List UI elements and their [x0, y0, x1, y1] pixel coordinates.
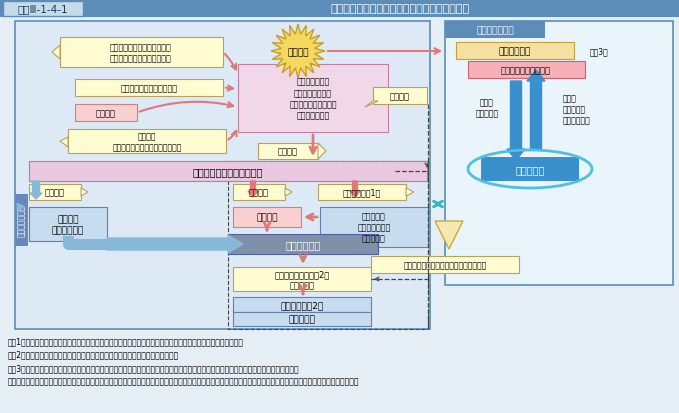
Bar [233, 297, 371, 312]
FancyArrow shape [30, 182, 42, 199]
Text: 部隊派遣
（自主派遣）: 部隊派遣 （自主派遣） [52, 214, 84, 235]
Polygon shape [406, 189, 414, 197]
Text: 関係府省庁: 関係府省庁 [515, 165, 545, 175]
FancyArrow shape [107, 235, 243, 254]
Bar [75, 105, 137, 122]
Text: 都道府県知事に要請を要求: 都道府県知事に要請を要求 [120, 84, 177, 93]
Bar [233, 207, 301, 228]
Bar [228, 235, 378, 254]
Text: 要請から派遣、撤収までの流れ及び政府の対応: 要請から派遣、撤収までの流れ及び政府の対応 [331, 5, 470, 14]
Bar [0, 0, 679, 18]
Text: 災害発生: 災害発生 [287, 48, 309, 57]
Bar [233, 312, 371, 326]
Bar [481, 158, 579, 182]
Text: 災害派遣活動: 災害派遣活動 [285, 240, 320, 249]
Text: （注3）: （注3） [590, 47, 609, 56]
Text: 災害等招集
即応予備自衛官
予備自衛官: 災害等招集 即応予備自衛官 予備自衛官 [357, 212, 390, 243]
Text: ・報告
・緊急参集
チームが参集: ・報告 ・緊急参集 チームが参集 [563, 94, 591, 125]
Bar [445, 22, 545, 39]
Polygon shape [365, 102, 378, 108]
Bar [373, 88, 427, 105]
Text: さらに、激甚な災害が発生した場合は、総理などの判断により関係閣僚会議が開催され、状況に応じて、政府対策本部の設置や国家安全保障会議が開催される。: さらに、激甚な災害が発生した場合は、総理などの判断により関係閣僚会議が開催され、… [8, 377, 359, 386]
Bar [75, 80, 223, 97]
Text: 関係府省庁など: 関係府省庁など [476, 26, 514, 35]
FancyArrow shape [350, 182, 360, 197]
Text: （注1）　即応予備自衛官及び予備自衛官の招集は、防衛大臣が、必要に応じて内閣総理大臣の承認を得て行う。: （注1） 即応予備自衛官及び予備自衛官の招集は、防衛大臣が、必要に応じて内閣総理… [8, 336, 244, 345]
Bar [228, 161, 428, 329]
Bar [468, 62, 585, 79]
Text: ・都道府県知事
・海上保安庁長官
・管区海上保安本部長
・空港事務所長: ・都道府県知事 ・海上保安庁長官 ・管区海上保安本部長 ・空港事務所長 [289, 78, 337, 120]
Text: 招集命令（注1）: 招集命令（注1） [343, 188, 381, 197]
Bar [29, 185, 81, 201]
Bar [233, 267, 371, 291]
Bar [258, 144, 318, 159]
Bar [15, 195, 28, 247]
Text: 特に緊急性を要し知事などの
要請を待ついとまがない場合: 特に緊急性を要し知事などの 要請を待ついとまがない場合 [110, 43, 172, 63]
Bar [456, 43, 574, 60]
Bar [60, 38, 223, 68]
Text: （注2）　防衛大臣が即応予備自衛官、予備自衛官の招集を解除することをいう。: （注2） 防衛大臣が即応予備自衛官、予備自衛官の招集を解除することをいう。 [8, 350, 179, 358]
Polygon shape [52, 46, 60, 60]
FancyArrow shape [507, 82, 525, 161]
Text: 救援活動などにかかる緊密な連携・調整: 救援活動などにかかる緊密な連携・調整 [403, 260, 487, 269]
Polygon shape [81, 189, 88, 197]
Bar [445, 22, 673, 285]
Polygon shape [435, 221, 463, 249]
Text: 撤収要請: 撤収要請 [390, 92, 410, 101]
Text: 派遣要請: 派遣要請 [278, 147, 298, 156]
Polygon shape [60, 138, 68, 147]
Text: ・指示
・連絡調整: ・指示 ・連絡調整 [475, 98, 498, 118]
Text: 派遣命令: 派遣命令 [45, 188, 65, 197]
Text: 防衛省・自衛隊: 防衛省・自衛隊 [17, 204, 26, 237]
Polygon shape [271, 25, 325, 79]
FancyArrow shape [248, 182, 258, 197]
Bar [29, 161, 427, 182]
Polygon shape [318, 144, 326, 159]
Bar [29, 207, 107, 242]
Text: 市町村長: 市町村長 [96, 109, 116, 118]
Bar [15, 22, 430, 329]
FancyArrow shape [527, 71, 545, 150]
Text: 派遣命令: 派遣命令 [249, 188, 269, 197]
Text: ・招集解除命令（注2）
・撤収命令: ・招集解除命令（注2） ・撤収命令 [274, 269, 329, 290]
Text: （注3）　自然災害、原子力災害、事故災害などの緊急事態の発生に際しては、各省庁の局長級の要員からなる緊急参集チームが参集する。: （注3） 自然災害、原子力災害、事故災害などの緊急事態の発生に際しては、各省庁の… [8, 363, 299, 372]
Text: 直接通知
（要請を要求できない場合など）: 直接通知 （要請を要求できない場合など） [112, 132, 182, 152]
Bar [238, 65, 388, 133]
Text: 図表Ⅲ-1-4-1: 図表Ⅲ-1-4-1 [18, 5, 69, 14]
Text: 招集解除（注2）: 招集解除（注2） [280, 300, 324, 309]
Bar [371, 256, 519, 273]
Bar [3, 2, 83, 17]
Bar [233, 185, 285, 201]
Text: 部隊の撤収: 部隊の撤収 [289, 315, 316, 324]
Text: 部隊派遣: 部隊派遣 [256, 213, 278, 222]
Text: 官邸危機管理センター: 官邸危機管理センター [501, 66, 551, 75]
Bar [320, 207, 428, 247]
Bar [318, 185, 406, 201]
Text: 大臣又は大臣の指定する者: 大臣又は大臣の指定する者 [193, 166, 263, 177]
Bar [68, 130, 226, 154]
Text: 内閣総理大臣: 内閣総理大臣 [499, 47, 531, 56]
Polygon shape [285, 189, 292, 197]
